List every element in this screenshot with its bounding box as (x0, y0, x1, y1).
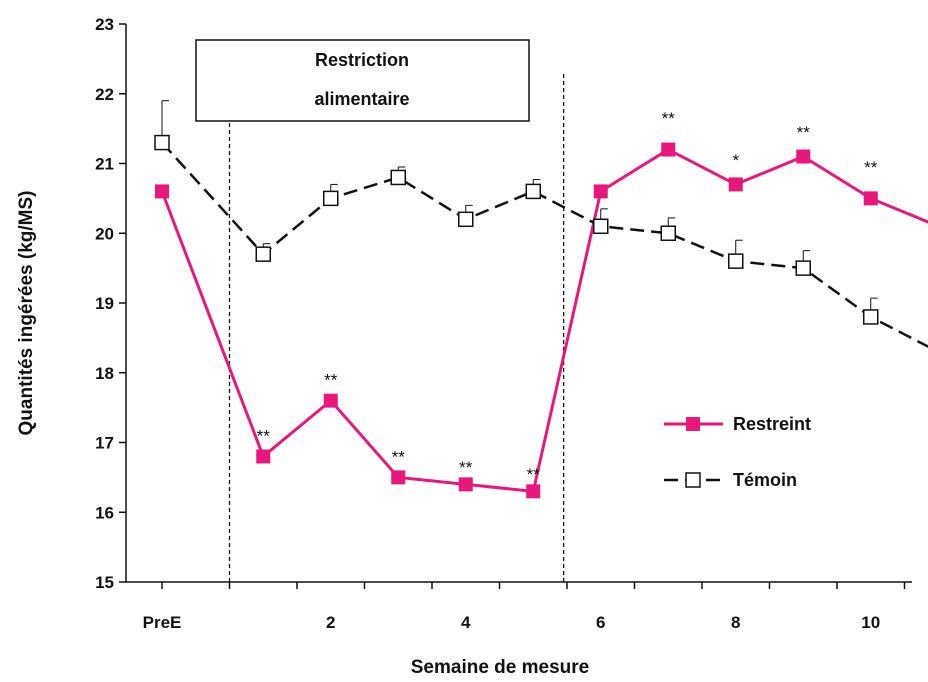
series-line (160, 148, 928, 493)
data-point (863, 191, 878, 206)
x-tick-label: 4 (461, 613, 471, 632)
y-tick-label: 17 (95, 434, 114, 453)
y-tick-label: 20 (95, 224, 114, 243)
data-point (390, 169, 406, 186)
x-tick-label: 8 (731, 613, 740, 632)
legend-label-temoin: Témoin (733, 470, 797, 490)
legend-label-restreint: Restreint (733, 414, 811, 434)
legend: Restreint Témoin (664, 414, 811, 490)
data-point (391, 470, 406, 485)
data-point (728, 177, 743, 192)
significance-label: ** (662, 109, 676, 128)
x-tick-label: 10 (861, 613, 880, 632)
legend-marker-restreint (686, 417, 700, 431)
significance-label: * (732, 151, 739, 170)
y-tick-label: 18 (95, 364, 114, 383)
data-point (796, 149, 811, 164)
significance-annotations: ******************* (257, 109, 878, 484)
restriction-label-box (195, 39, 530, 122)
significance-label: ** (527, 465, 541, 484)
restriction-label-line2: alimentaire (314, 89, 409, 109)
y-tick-label: 15 (95, 573, 114, 592)
y-tick-label: 23 (95, 15, 114, 34)
x-tick-label: PreE (143, 613, 182, 632)
data-point (458, 477, 473, 492)
y-tick-label: 21 (95, 155, 114, 174)
data-point (728, 253, 744, 269)
series-témoin (154, 100, 928, 348)
axes: 15 16 17 18 19 20 21 22 23 PreE 2 4 6 8 10 (95, 15, 912, 632)
y-tick-label: 16 (95, 503, 114, 522)
restriction-period: Restriction alimentaire (195, 39, 565, 585)
x-tick-label: 2 (326, 613, 335, 632)
data-point (525, 183, 541, 200)
data-point (795, 260, 811, 276)
significance-label: ** (257, 427, 271, 446)
series-line (161, 141, 928, 348)
data-point (661, 142, 676, 157)
data-point (323, 190, 339, 207)
significance-label: ** (324, 371, 338, 390)
data-point (155, 184, 169, 199)
data-point (323, 393, 338, 408)
significance-label: ** (797, 123, 811, 142)
data-point (660, 225, 676, 241)
legend-marker-temoin (685, 472, 701, 488)
data-point (255, 246, 271, 262)
restriction-label-line1: Restriction (315, 50, 409, 70)
data-point (154, 134, 170, 151)
data-point (593, 218, 609, 235)
data-point (526, 484, 541, 499)
x-tick-label: 6 (596, 613, 605, 632)
y-tick-label: 22 (95, 85, 114, 104)
significance-label: ** (459, 458, 473, 477)
significance-label: ** (392, 447, 406, 466)
series-restreint (155, 142, 928, 499)
y-tick-label: 19 (95, 294, 114, 313)
data-point (593, 184, 608, 199)
y-axis-title: Quantités ingérées (kg/MS) (16, 191, 37, 436)
data-point (863, 309, 879, 325)
data-point (256, 449, 271, 464)
significance-label: ** (864, 158, 878, 177)
x-axis-title: Semaine de mesure (411, 657, 589, 678)
data-point (458, 211, 474, 228)
series-layer (154, 100, 928, 499)
